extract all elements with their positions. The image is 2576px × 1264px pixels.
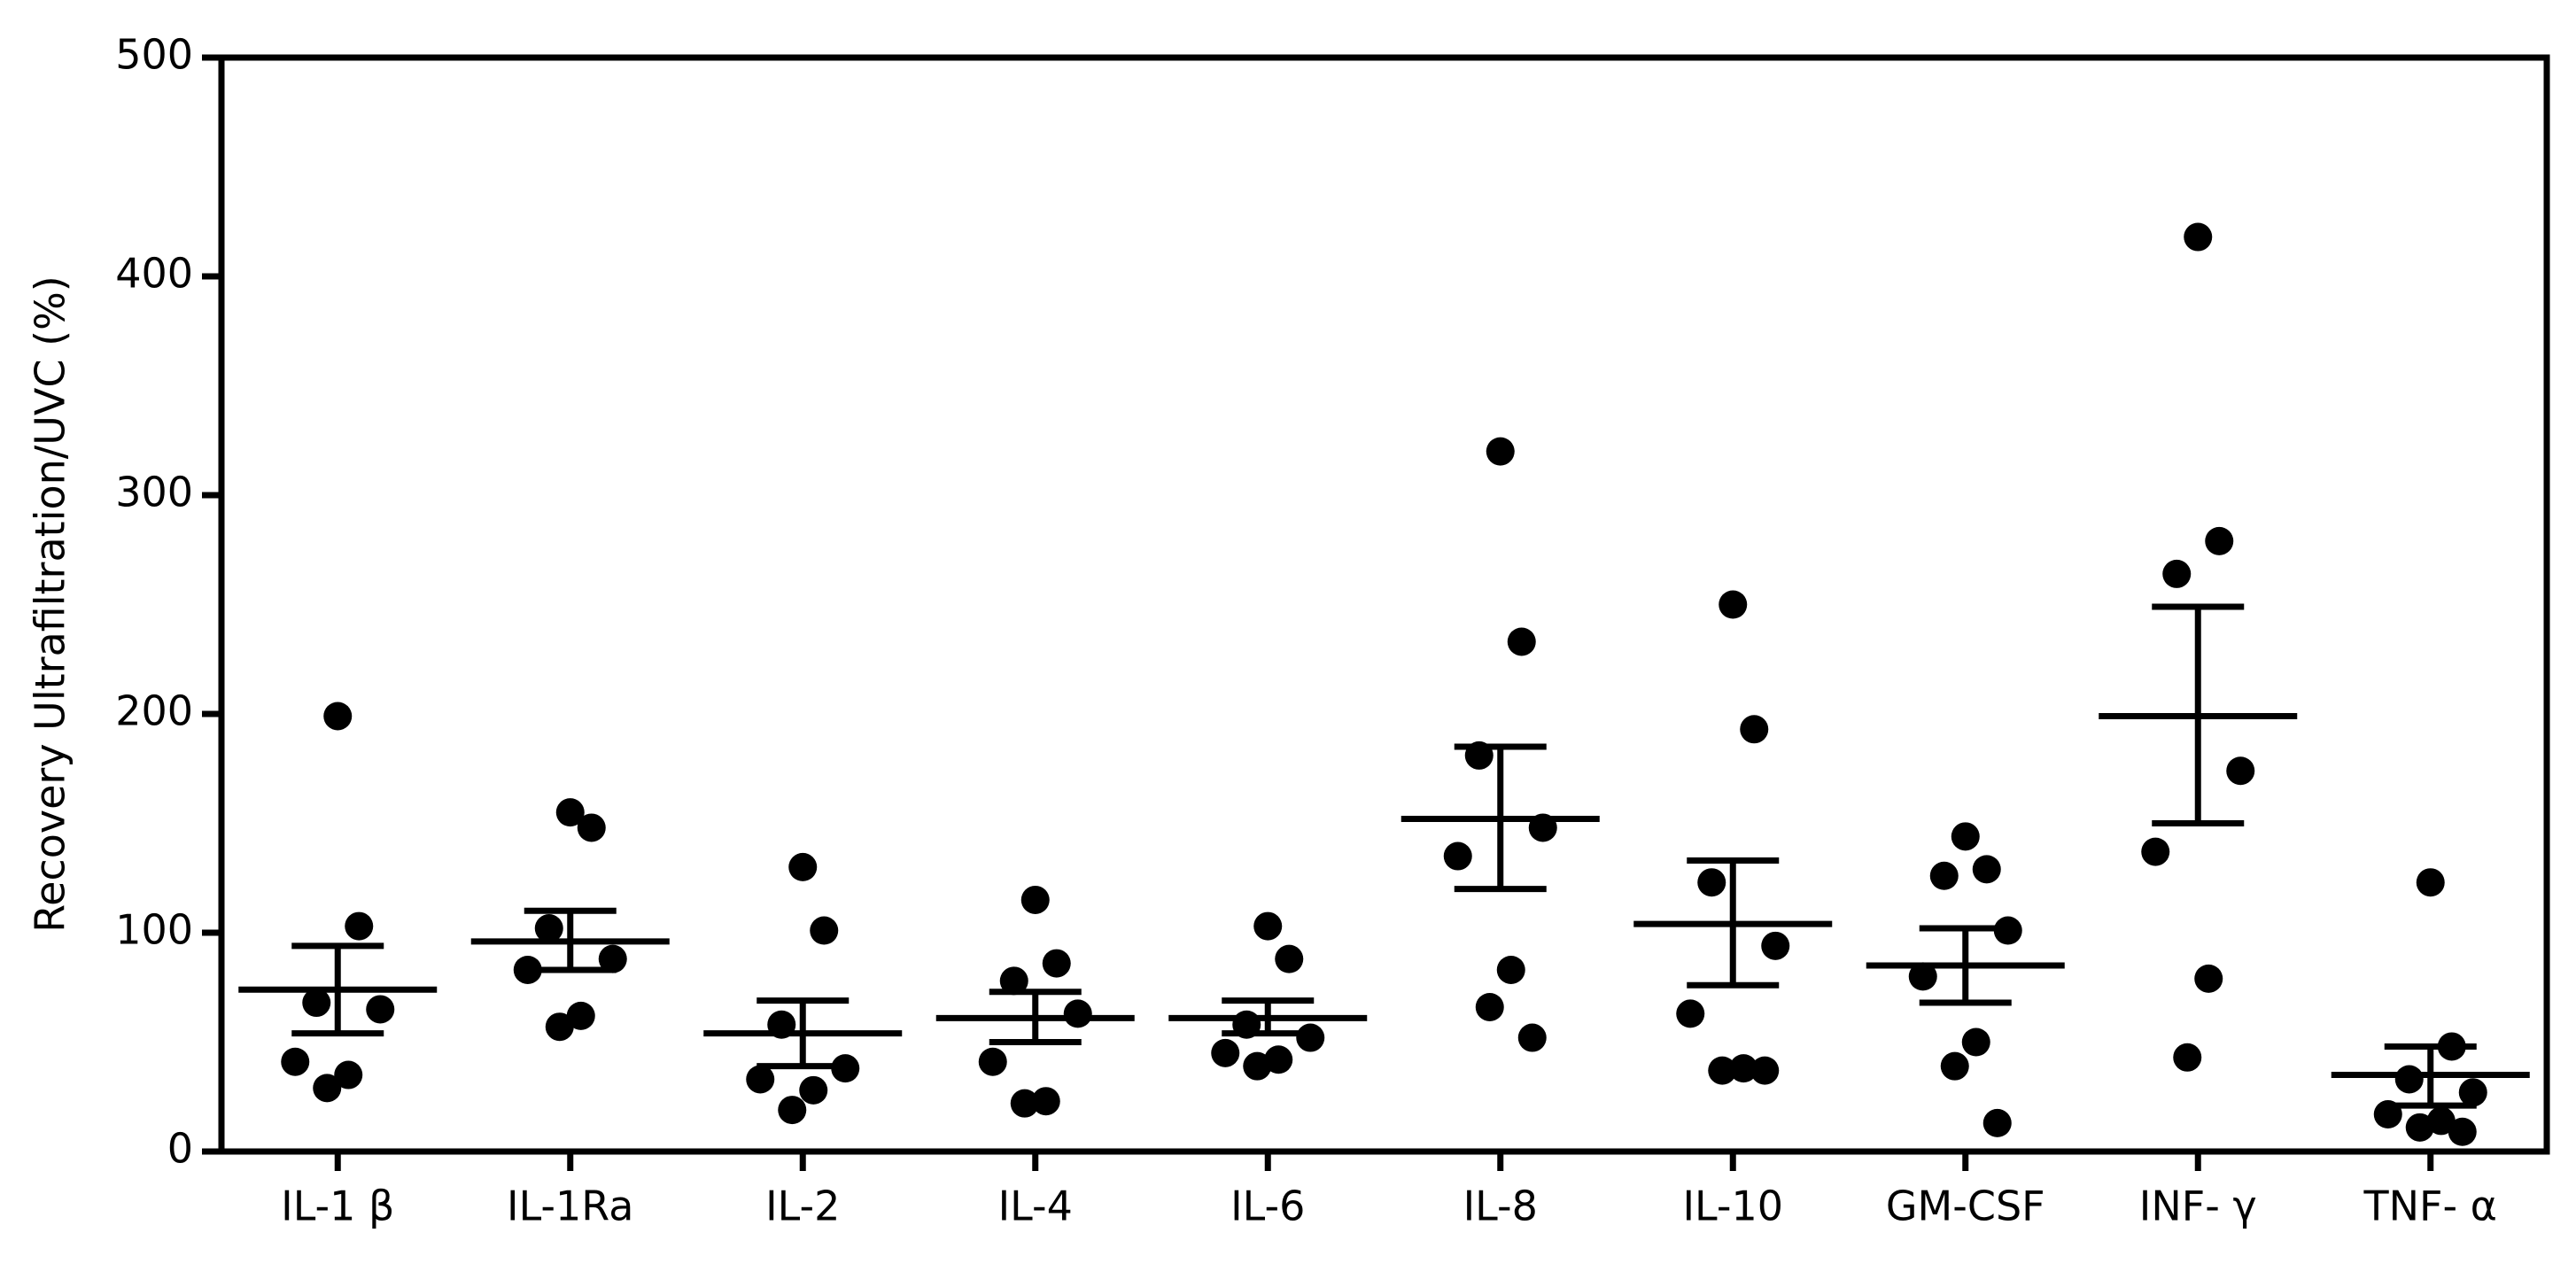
data-point [1486,437,1515,466]
data-point [2184,222,2213,252]
x-tick-label: IL-10 [1682,1183,1783,1230]
data-point [2141,837,2170,866]
data-point [545,1012,574,1042]
x-tick-label: IL-2 [765,1183,840,1230]
data-point [2426,1106,2456,1136]
data-point [788,852,818,881]
data-point [1697,868,1726,897]
data-point [534,914,563,943]
data-point [302,989,331,1018]
data-point [598,944,627,973]
plot-frame [218,54,2550,1155]
data-point [555,798,585,827]
y-axis-label: Recovery Ultrafiltration/UVC (%) [27,275,74,932]
data-point [1010,1089,1039,1118]
data-point [1761,931,1790,960]
data-point [1211,1038,1240,1067]
data-point [1708,1056,1737,1085]
x-tick-label: IL-4 [998,1183,1073,1230]
y-tick-label: 400 [115,250,193,298]
data-point [1729,1054,1758,1083]
data-point [2448,1117,2477,1146]
data-point [366,995,395,1024]
x-tick-label: INF- γ [2139,1183,2257,1230]
data-point [345,911,374,941]
data-point [2416,868,2445,897]
data-point [1042,949,1071,978]
data-point [978,1047,1007,1076]
x-tick-label: IL-8 [1463,1183,1538,1230]
data-point [1243,1051,1272,1081]
y-tick-label: 300 [115,469,193,516]
data-point [810,916,839,945]
data-point [1750,1056,1780,1085]
data-point [1275,944,1304,973]
y-tick-label: 100 [115,906,193,954]
data-point [1972,855,2001,884]
data-point [1475,992,1504,1021]
data-point [2205,526,2234,555]
data-point [1676,999,1705,1028]
data-point [2173,1043,2202,1072]
data-point [1031,1087,1060,1116]
x-tick-label: TNF- α [2363,1183,2497,1230]
x-tick-label: GM-CSF [1886,1183,2045,1230]
data-point [999,966,1028,996]
x-tick-label: IL-6 [1230,1183,1305,1230]
data-point [2194,964,2223,993]
data-point [334,1060,363,1090]
data-point [2394,1065,2424,1094]
data-point [577,813,606,842]
data-point [2458,1078,2487,1107]
data-point [1961,1027,1990,1057]
data-point [1982,1108,2012,1137]
data-point [1020,885,1050,914]
data-point [2226,756,2255,786]
data-point [313,1074,342,1103]
x-tick-label: IL-1 β [281,1183,394,1230]
data-point [566,1001,595,1030]
data-point [1443,841,1472,871]
data-point [1264,1045,1293,1074]
data-point [1517,1023,1547,1052]
y-tick-label: 0 [167,1125,193,1173]
data-point [2162,559,2192,588]
y-tick-label: 200 [115,687,193,735]
data-point [746,1065,775,1094]
x-tick-label: IL-1Ra [507,1183,633,1230]
data-point [1719,590,1748,619]
data-point [1253,911,1283,941]
data-point [1296,1023,1325,1052]
data-point [778,1096,807,1125]
data-point [1951,822,1980,851]
data-point [281,1047,310,1076]
data-point [1929,861,1959,890]
y-tick-label: 500 [115,31,193,79]
data-point [1740,715,1769,744]
data-point [323,702,353,731]
data-point [1063,999,1092,1028]
data-point [1940,1051,1969,1081]
data-point [1496,955,1525,984]
data-point [799,1075,828,1105]
data-point [1507,627,1536,656]
data-point [2405,1113,2434,1142]
data-point [1908,962,1937,991]
